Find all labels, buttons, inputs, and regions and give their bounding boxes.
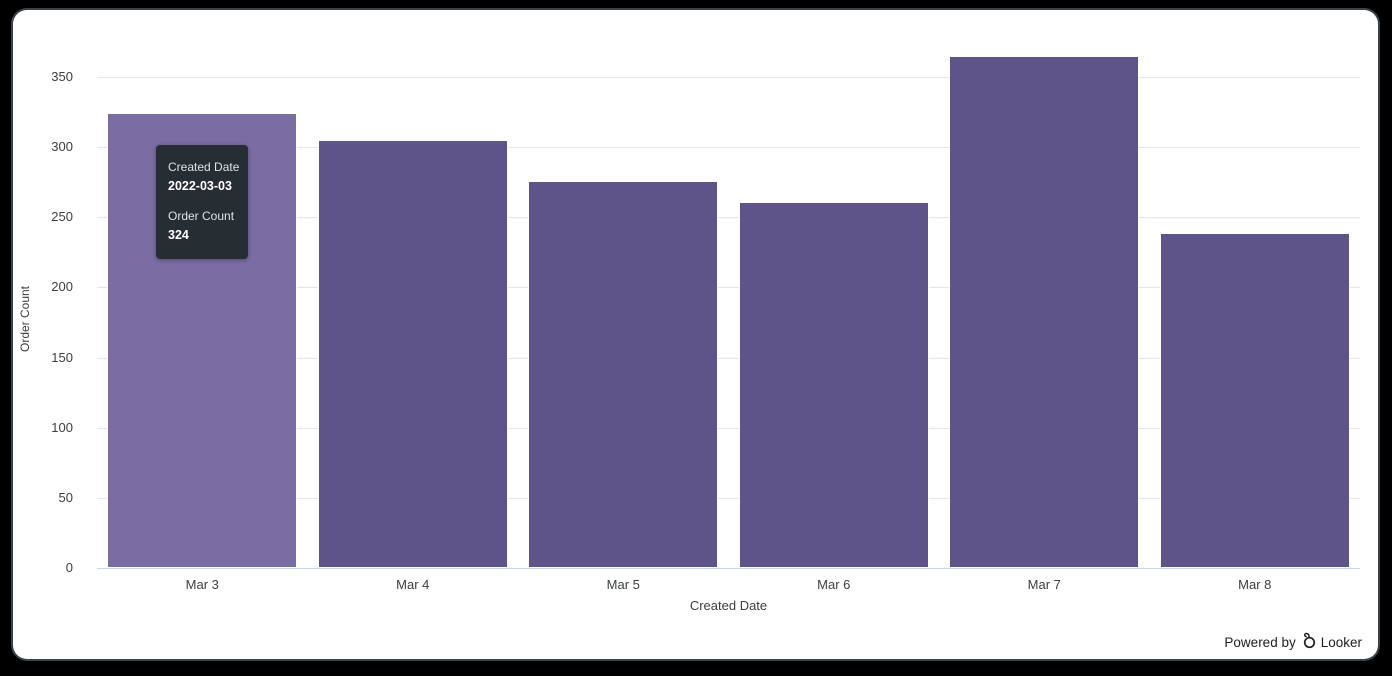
y-tick-label-100: 100 [51,419,73,435]
gridline-y-150 [97,357,1360,359]
tooltip-measure-value: 324 [168,228,189,242]
gridline-y-300 [97,147,1360,149]
powered-by-text: Powered by [1224,634,1296,650]
powered-by-looker-link[interactable]: Powered by Looker [1224,632,1362,652]
bar-mar-6[interactable] [738,202,929,568]
looker-brand-text: Looker [1320,634,1362,650]
plot-area [97,40,1360,568]
bar-mar-7[interactable] [949,56,1140,568]
bar-mar-8[interactable] [1159,233,1350,568]
x-tick-label-mar-5: Mar 5 [606,577,640,592]
x-axis-title: Created Date [689,598,768,613]
gridline-y-100 [97,427,1360,429]
gridline-y-200 [97,287,1360,289]
y-tick-label-50: 50 [58,489,73,505]
tooltip-measure-label: Order Count [168,209,235,223]
tooltip-dimension-label: Created Date [168,160,240,174]
x-tick-label-mar-4: Mar 4 [396,577,430,592]
tooltip-measure-group: Order Count 324 [168,207,236,245]
looker-logo-icon [1302,632,1317,652]
bar-mar-5[interactable] [528,181,719,568]
gridline-y-250 [97,217,1360,219]
y-tick-label-350: 350 [51,68,73,84]
gridline-y-50 [97,497,1360,499]
y-tick-label-0: 0 [65,560,73,575]
bar-mar-4[interactable] [317,140,508,568]
x-tick-label-mar-6: Mar 6 [817,577,851,592]
y-tick-label-250: 250 [51,209,73,225]
x-tick-label-mar-7: Mar 7 [1027,577,1061,592]
x-tick-label-mar-8: Mar 8 [1238,577,1272,592]
y-tick-label-200: 200 [51,279,73,295]
x-tick-label-mar-3: Mar 3 [185,577,219,592]
tooltip-dimension-group: Created Date 2022-03-03 [168,158,240,196]
x-axis-line [97,568,1360,569]
visualization-panel: 0 50 100 150 200 250 300 350 Mar 3 Mar 4 Mar 5 Mar… [13,10,1378,659]
gridline-y-350 [97,76,1360,78]
chart-tooltip: Created Date 2022-03-03 Order Count 324 [156,145,248,259]
y-axis-title: Order Count [18,285,32,353]
tooltip-dimension-value: 2022-03-03 [168,179,232,193]
y-tick-label-300: 300 [51,139,73,155]
y-tick-label-150: 150 [51,349,73,365]
